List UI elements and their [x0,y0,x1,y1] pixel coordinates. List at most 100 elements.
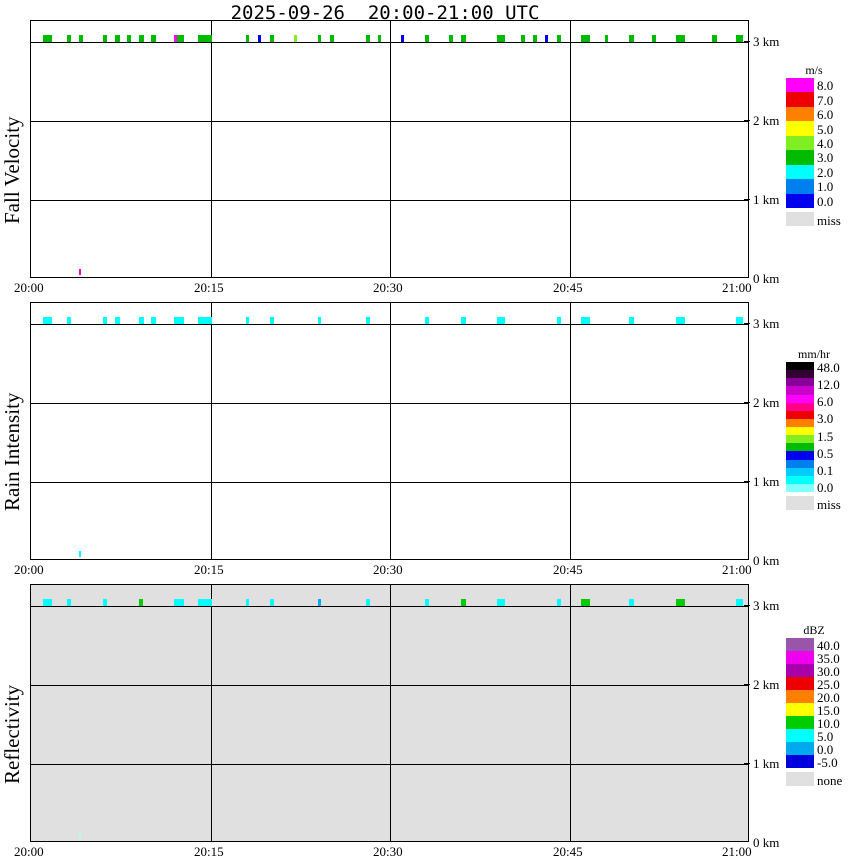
data-mark [246,317,250,324]
colorbar-swatch [786,443,814,452]
data-mark-low-level [78,833,81,839]
data-mark [556,599,561,606]
plot-area-rain-intensity[interactable] [30,302,749,560]
colorbar-miss-swatch-ms [786,212,814,226]
colorbar-tick-label: 5.0 [817,121,834,137]
panel-fall-velocity [30,20,749,278]
gridline-2015 [211,303,212,559]
panel-reflectivity [30,584,749,842]
data-mark [736,317,744,324]
data-mark [126,35,131,42]
ytick-label-1km-p1: 1 km [753,192,780,207]
data-mark [604,35,608,42]
gridline-2030 [390,303,391,559]
xtick-label-2030-p1: 20:30 [373,280,403,295]
data-mark [461,317,467,324]
data-mark [532,35,537,42]
colorbar-swatch [786,386,814,395]
colorbar-swatch [786,135,814,151]
ytick-label-2km-p3: 2 km [753,677,780,692]
colorbar-tick-label: 1.0 [817,179,834,195]
data-mark [580,35,590,42]
colorbar-unit-mmhr: mm/hr [798,347,830,361]
y-axis-title-rain-intensity: Rain Intensity [0,392,24,512]
data-mark [449,35,454,42]
colorbar-tick-label: 35.0 [817,650,840,666]
colorbar-swatch [786,193,814,208]
xtick-label-2015-p3: 20:15 [194,844,224,859]
data-mark [425,317,430,324]
colorbar-tick-label: 6.0 [817,394,834,410]
colorbar-swatch [786,106,814,122]
data-mark [317,317,321,324]
data-mark [102,35,107,42]
colorbar-swatch [786,729,814,742]
data-mark [150,35,156,42]
data-mark [736,599,744,606]
data-mark [42,317,52,324]
data-mark [580,317,590,324]
colorbar-swatch [786,150,814,165]
data-mark [114,35,120,42]
gridline-1km [31,764,748,765]
colorbar-tick-label: 0.0 [817,741,834,757]
colorbar-swatch [786,451,814,460]
y-axis-title-fall-velocity: Fall Velocity [0,116,24,224]
data-mark [198,35,213,42]
data-mark [365,317,370,324]
colorbar-swatch [786,362,814,371]
colorbar-swatch [786,651,814,664]
data-mark [544,35,548,42]
data-mark [628,317,634,324]
data-mark [329,35,334,42]
colorbar-tick-label: -5.0 [817,754,838,770]
colorbar-tick-label: 20.0 [817,689,840,705]
gridline-2030 [390,585,391,841]
data-mark-low-level [78,269,81,275]
data-mark [425,599,430,606]
data-mark [78,35,83,42]
colorbar-swatch [786,402,814,411]
colorbar-tick-label: 6.0 [817,107,834,123]
colorbar-unit-ms: m/s [805,63,823,77]
data-mark [66,317,71,324]
ytick-mark-1km-p3 [744,763,750,764]
colorbar-tick-label: 48.0 [817,360,840,375]
colorbar-tick-label: 40.0 [817,637,840,653]
xtick-label-2000-p1: 20:00 [14,280,44,295]
data-mark [150,317,156,324]
xtick-label-2100-p2: 21:00 [722,562,752,577]
plot-area-reflectivity[interactable] [30,584,749,842]
colorbar-swatch [786,690,814,703]
data-mark [377,35,381,42]
colorbar-swatches-dbz [786,638,814,768]
data-mark [556,35,561,42]
colorbar-swatch [786,121,814,136]
data-mark [425,35,430,42]
colorbar-tick-label: 0.0 [817,193,834,209]
xtick-label-2015-p1: 20:15 [194,280,224,295]
data-mark [628,35,634,42]
plot-area-fall-velocity[interactable] [30,20,749,278]
ytick-label-1km-p2: 1 km [753,474,780,489]
colorbar-swatch [786,755,814,768]
data-mark [317,35,321,42]
colorbar-miss-label-ms: miss [817,213,841,228]
data-mark [712,35,718,42]
colorbar-tick-label: 30.0 [817,663,840,679]
ytick-mark-1km-p2 [744,481,750,482]
ytick-mark-2km-p1 [744,120,750,121]
data-mark [317,599,321,606]
data-mark [138,317,144,324]
colorbar-swatches-mmhr [786,362,814,492]
colorbar-tick-label: 10.0 [817,715,840,731]
ytick-mark-2km-p2 [744,402,750,403]
gridline-2015 [211,585,212,841]
ytick-mark-3km-p2 [744,323,750,324]
data-mark [198,317,213,324]
colorbar-swatch [786,483,814,492]
gridline-1km [31,200,748,201]
colorbar-tick-label: 3.0 [817,150,834,166]
colorbar-tick-label: 0.1 [817,462,834,478]
ytick-label-3km-p1: 3 km [753,34,780,49]
